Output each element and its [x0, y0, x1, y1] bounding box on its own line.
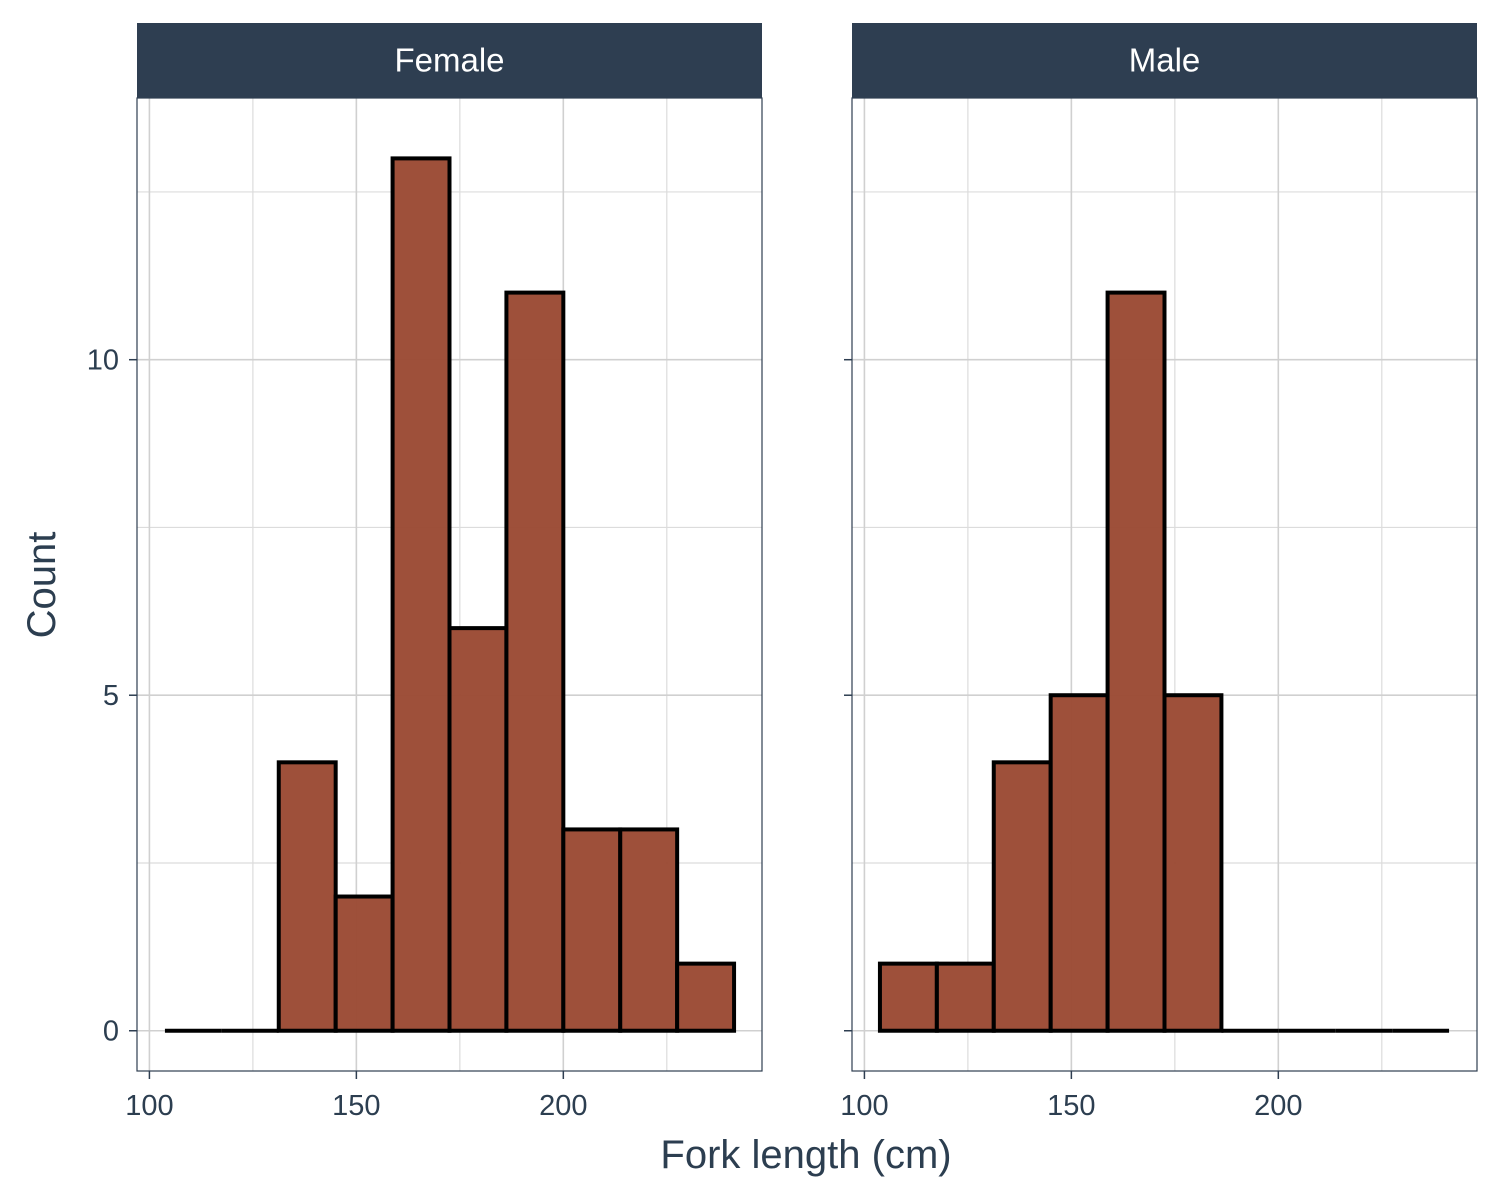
y-axis-title: Count [20, 532, 64, 639]
facet-panel-male: Male 100 150 200 [840, 23, 1478, 1122]
facet-strip-label: Female [394, 42, 504, 79]
histogram-bar [1105, 290, 1167, 1033]
x-tick-label: 200 [539, 1090, 587, 1122]
facet-panel-female: Female 100 150 200 0 5 10 [87, 23, 763, 1122]
x-tick-label: 200 [1254, 1090, 1302, 1122]
x-tick-label: 100 [840, 1090, 888, 1122]
x-tick-label: 100 [125, 1090, 173, 1122]
x-axis-title: Fork length (cm) [660, 1133, 951, 1177]
histogram-bar [675, 961, 737, 1033]
histogram-bar [390, 156, 452, 1033]
histogram-bar [934, 961, 996, 1033]
histogram-bar [447, 626, 509, 1033]
histogram-bar [877, 961, 939, 1033]
histogram-bar [1048, 693, 1110, 1033]
facet-strip-label: Male [1129, 42, 1201, 79]
facet-strip [137, 23, 762, 98]
x-tick-label: 150 [1047, 1090, 1095, 1122]
histogram-bar [333, 894, 395, 1033]
histogram-bar [561, 827, 623, 1033]
histogram-bar [276, 760, 338, 1033]
histogram-bar [618, 827, 680, 1033]
y-tick-label: 0 [103, 1016, 119, 1048]
y-tick-label: 10 [87, 345, 119, 377]
histogram-bar [1162, 693, 1224, 1033]
facet-strip [852, 23, 1477, 98]
histogram-bar [504, 290, 566, 1033]
y-tick-label: 5 [103, 680, 119, 712]
x-tick-label: 150 [332, 1090, 380, 1122]
histogram-bar [991, 760, 1053, 1033]
